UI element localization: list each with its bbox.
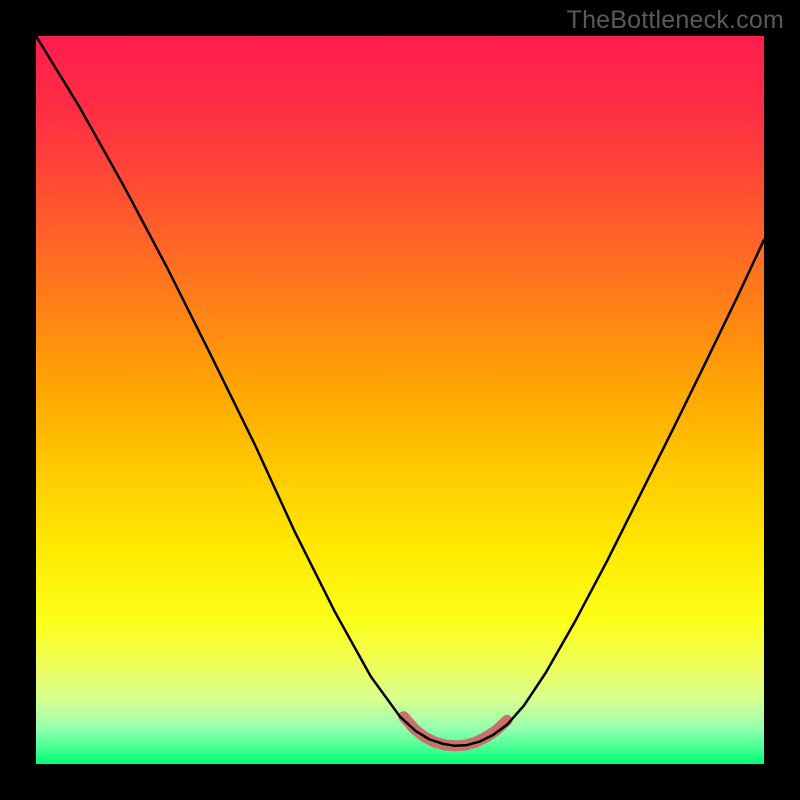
chart-container: TheBottleneck.com	[0, 0, 800, 800]
watermark-text: TheBottleneck.com	[567, 6, 784, 35]
curve-line	[36, 36, 764, 746]
curve-bottom-highlight	[404, 717, 507, 746]
plot-area	[36, 36, 764, 764]
bottleneck-curve	[36, 36, 764, 764]
